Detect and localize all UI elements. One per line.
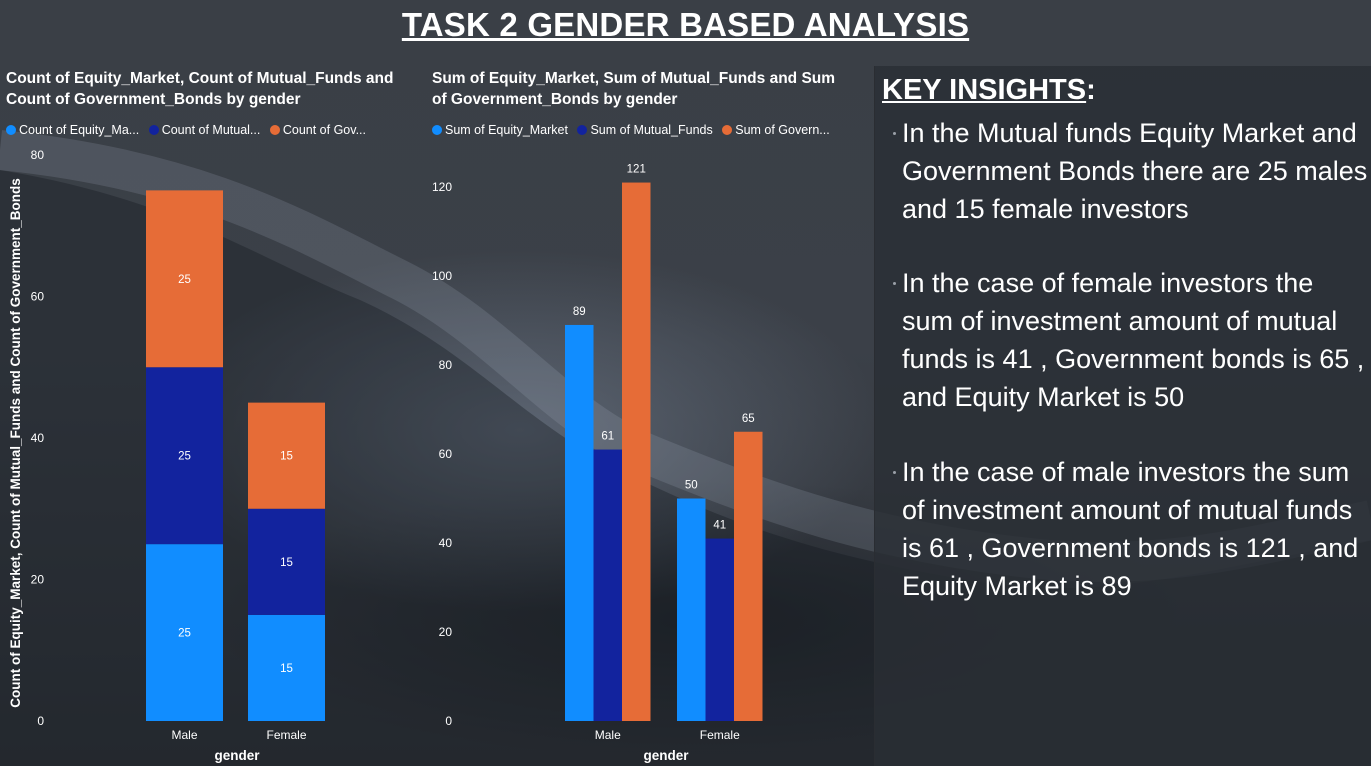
bar[interactable] [622,182,651,722]
y-tick-label: 60 [439,447,453,461]
y-tick-label: 60 [31,290,45,304]
insight-item: In the case of female investors the sum … [893,264,1370,416]
bar-segment[interactable] [146,367,223,545]
legend-label: Count of Equity_Ma... [19,122,140,137]
insights-heading-text: KEY INSIGHTS [882,74,1087,106]
legend-label: Count of Mutual... [161,122,261,137]
legend-label: Sum of Equity_Market [445,122,568,137]
chart-title-line: of Government_Bonds by gender [432,91,678,108]
legend-dot-icon [148,124,159,135]
bar-segment[interactable] [248,614,325,721]
bullet-icon [893,282,896,285]
legend-item-government-bonds[interactable]: Count of Gov... [269,122,366,137]
bullet-icon [893,132,896,135]
y-tick-label: 120 [432,180,452,194]
legend-dot-icon [722,124,733,135]
data-label: 15 [280,451,293,463]
insight-text: In the Mutual funds Equity Market and Go… [902,118,1368,224]
legend-item-equity[interactable]: Sum of Equity_Market [432,123,568,137]
data-label: 25 [178,451,191,463]
data-label: 25 [178,274,191,286]
legend-dot-icon [6,124,16,135]
data-label: 41 [713,520,726,532]
y-tick-label: 40 [31,431,45,445]
x-tick-label: Female [700,728,740,742]
bar[interactable] [705,538,735,721]
chart-legend: Sum of Equity_Market Sum of Mutual_Funds… [432,122,836,138]
bullet-icon [893,471,896,474]
legend-label: Count of Gov... [282,122,366,137]
sum-by-gender-chart[interactable]: Sum of Equity_Market, Sum of Mutual_Fund… [428,66,872,766]
x-tick-label: Male [171,728,197,742]
legend-item-government-bonds[interactable]: Sum of Govern... [722,122,830,137]
chart-plot: gender 0 20 40 60 80 100 120 89 61 121 Male 50 41 65 F… [432,164,763,763]
legend-item-mutual-funds[interactable]: Sum of Mutual_Funds [577,122,713,137]
bar[interactable] [565,324,594,721]
insight-item: In the case of male investors the sum of… [893,453,1370,605]
legend-dot-icon [269,124,280,135]
legend-dot-icon [432,124,442,135]
bar[interactable] [593,449,623,721]
data-label: 50 [685,480,698,492]
data-label: 65 [742,413,755,425]
bar[interactable] [677,498,706,722]
y-tick-label: 100 [432,269,452,283]
legend-dot-icon [577,124,588,135]
page-title: TASK 2 GENDER BASED ANALYSIS [401,6,970,43]
y-tick-label: 80 [31,148,45,162]
bar-segment[interactable] [248,402,325,509]
data-label: 25 [178,628,191,640]
x-axis-title: gender [214,748,260,763]
legend-item-equity[interactable]: Count of Equity_Ma... [6,123,139,137]
y-tick-label: 0 [445,714,452,728]
data-label: 121 [627,164,646,176]
bar[interactable] [734,431,763,721]
bar-segment[interactable] [248,508,325,615]
y-tick-label: 80 [439,358,453,372]
data-label: 15 [280,557,293,569]
chart-title: Sum of Equity_Market, Sum of Mutual_Fund… [432,68,847,110]
insight-text: In the case of female investors the sum … [902,268,1365,412]
chart-title: Count of Equity_Market, Count of Mutual_… [6,68,421,110]
insight-text: In the case of male investors the sum of… [902,457,1359,601]
chart-legend: Count of Equity_Ma... Count of Mutual...… [6,122,372,138]
bar-segment[interactable] [146,190,223,368]
chart-title-line: Count of Equity_Market, Count of Mutual_… [6,70,394,87]
chart-plot: Count of Equity_Market, Count of Mutual_… [8,148,325,763]
x-axis-title: gender [643,748,689,763]
legend-item-mutual-funds[interactable]: Count of Mutual... [148,122,261,137]
x-tick-label: Male [595,728,621,742]
y-tick-label: 40 [439,536,453,550]
insights-heading: KEY INSIGHTS: [882,74,1096,107]
legend-label: Sum of Govern... [735,122,830,137]
data-label: 15 [280,663,293,675]
chart-title-line: Sum of Equity_Market, Sum of Mutual_Fund… [432,70,836,87]
y-axis-title: Count of Equity_Market, Count of Mutual_… [8,178,23,707]
chart-title-line: Count of Government_Bonds by gender [6,91,301,108]
y-tick-label: 0 [37,714,44,728]
data-label: 89 [573,306,586,318]
x-tick-label: Female [266,728,306,742]
y-tick-label: 20 [31,573,45,587]
legend-label: Sum of Mutual_Funds [590,122,713,137]
data-label: 61 [601,431,614,443]
insights-heading-colon: : [1086,74,1096,106]
count-by-gender-chart[interactable]: Count of Equity_Market, Count of Mutual_… [2,66,426,766]
bar-segment[interactable] [146,544,223,721]
y-tick-label: 20 [439,625,453,639]
insight-item: In the Mutual funds Equity Market and Go… [893,114,1370,228]
key-insights-panel: KEY INSIGHTS: In the Mutual funds Equity… [874,66,1371,766]
